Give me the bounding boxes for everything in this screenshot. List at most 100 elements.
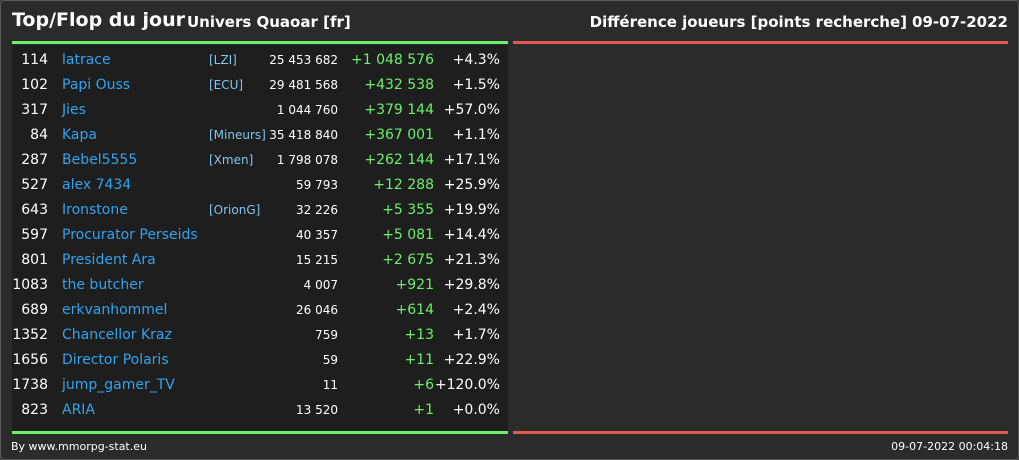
player-points: 15 215 (296, 253, 338, 267)
points-difference: +12 288 (373, 177, 434, 193)
points-difference: +6 (413, 377, 434, 393)
player-name-link[interactable]: Papi Ouss (62, 77, 131, 93)
player-rank: 597 (21, 227, 48, 243)
points-difference: +379 144 (364, 102, 434, 118)
percent-change: +1.1% (452, 127, 500, 143)
player-name-link[interactable]: latrace (62, 52, 111, 68)
percent-change: +2.4% (452, 302, 500, 318)
points-difference: +5 355 (382, 202, 434, 218)
percent-change: +17.1% (443, 152, 500, 168)
player-name-link[interactable]: President Ara (62, 252, 156, 268)
player-name-link[interactable]: Chancellor Kraz (62, 327, 172, 343)
points-difference: +5 081 (382, 227, 434, 243)
percent-change: +1.7% (452, 327, 500, 343)
player-name-link[interactable]: erkvanhommel (62, 302, 168, 318)
player-rank: 1656 (12, 352, 48, 368)
points-difference: +11 (404, 352, 434, 368)
metric-label: Différence joueurs [points recherche] (589, 13, 907, 31)
player-row: 823 ARIA 13 520 +1 +0.0% (12, 398, 508, 423)
points-difference: +1 (413, 402, 434, 418)
player-name-link[interactable]: Kapa (62, 127, 97, 143)
credit-link[interactable]: By www.mmorpg-stat.eu (11, 440, 147, 453)
points-difference: +262 144 (364, 152, 434, 168)
player-row: 287 Bebel5555 [Xmen] 1 798 078 +262 144 +17.1… (12, 148, 508, 173)
player-rank: 689 (21, 302, 48, 318)
flop-divider-line (513, 41, 1008, 44)
flop-bottom-line (513, 431, 1008, 434)
points-difference: +2 675 (382, 252, 434, 268)
percent-change: +21.3% (443, 252, 500, 268)
player-rank: 823 (21, 402, 48, 418)
top-bottom-line (12, 431, 508, 434)
player-row: 84 Kapa [Mineurs] 35 418 840 +367 001 +1.1% (12, 123, 508, 148)
player-row: 801 President Ara 15 215 +2 675 +21.3% (12, 248, 508, 273)
alliance-tag-link[interactable]: [ECU] (209, 78, 244, 92)
player-row: 1083 the butcher 4 007 +921 +29.8% (12, 273, 508, 298)
percent-change: +14.4% (443, 227, 500, 243)
player-points: 59 (322, 353, 338, 367)
player-name-link[interactable]: the butcher (62, 277, 144, 293)
player-points: 32 226 (296, 203, 338, 217)
player-rank: 643 (21, 202, 48, 218)
universe-label: Univers Quaoar [fr] (187, 13, 351, 31)
player-name-link[interactable]: alex 7434 (62, 177, 132, 193)
player-points: 1 044 760 (276, 103, 338, 117)
player-points: 13 520 (296, 403, 338, 417)
footer-timestamp: 09-07-2022 00:04:18 (891, 440, 1008, 453)
player-points: 11 (322, 378, 338, 392)
points-difference: +367 001 (364, 127, 434, 143)
player-name-link[interactable]: jump_gamer_TV (62, 377, 175, 393)
player-row: 317 Jies 1 044 760 +379 144 +57.0% (12, 98, 508, 123)
top-divider-line (12, 41, 508, 44)
percent-change: +19.9% (443, 202, 500, 218)
player-name-link[interactable]: Director Polaris (62, 352, 169, 368)
player-points: 25 453 682 (269, 53, 338, 67)
alliance-tag-link[interactable]: [LZI] (209, 53, 237, 67)
player-name-link[interactable]: ARIA (62, 402, 96, 418)
widget-title: Top/Flop du jour (12, 9, 185, 31)
player-row: 1352 Chancellor Kraz 759 +13 +1.7% (12, 323, 508, 348)
points-difference: +13 (404, 327, 434, 343)
alliance-tag-link[interactable]: [Mineurs] (209, 128, 266, 142)
player-name-link[interactable]: Ironstone (62, 202, 128, 218)
percent-change: +25.9% (443, 177, 500, 193)
player-points: 4 007 (303, 278, 338, 292)
player-rank: 84 (30, 127, 48, 143)
percent-change: +1.5% (452, 77, 500, 93)
player-row: 102 Papi Ouss [ECU] 29 481 568 +432 538 +1.5% (12, 73, 508, 98)
player-name-link[interactable]: Jies (62, 102, 86, 118)
player-row: 643 Ironstone [OrionG] 32 226 +5 355 +19.9% (12, 198, 508, 223)
player-rank: 1352 (12, 327, 48, 343)
percent-change: +120.0% (434, 377, 500, 393)
player-row: 689 erkvanhommel 26 046 +614 +2.4% (12, 298, 508, 323)
player-points: 59 793 (296, 178, 338, 192)
percent-change: +29.8% (443, 277, 500, 293)
player-rank: 801 (21, 252, 48, 268)
player-rank: 114 (21, 52, 48, 68)
player-rank: 1738 (12, 377, 48, 393)
player-name-link[interactable]: Bebel5555 (62, 152, 138, 168)
percent-change: +57.0% (443, 102, 500, 118)
player-row: 1738 jump_gamer_TV 11 +6 +120.0% (12, 373, 508, 398)
player-rank: 102 (21, 77, 48, 93)
player-points: 26 046 (296, 303, 338, 317)
alliance-tag-link[interactable]: [OrionG] (209, 203, 261, 217)
points-difference: +614 (395, 302, 434, 318)
points-difference: +1 048 576 (351, 52, 434, 68)
percent-change: +22.9% (443, 352, 500, 368)
player-rank: 527 (21, 177, 48, 193)
points-difference: +432 538 (364, 77, 434, 93)
header: Top/Flop du jour Univers Quaoar [fr] Dif… (1, 1, 1018, 41)
player-rank: 317 (21, 102, 48, 118)
player-points: 35 418 840 (269, 128, 338, 142)
player-points: 759 (315, 328, 338, 342)
alliance-tag-link[interactable]: [Xmen] (209, 153, 254, 167)
percent-change: +0.0% (452, 402, 500, 418)
percent-change: +4.3% (452, 52, 500, 68)
player-row: 527 alex 7434 59 793 +12 288 +25.9% (12, 173, 508, 198)
player-row: 114 latrace [LZI] 25 453 682 +1 048 576 +4.3% (12, 48, 508, 73)
player-row: 1656 Director Polaris 59 +11 +22.9% (12, 348, 508, 373)
player-name-link[interactable]: Procurator Perseids (62, 227, 198, 243)
top-players-panel: 114 latrace [LZI] 25 453 682 +1 048 576 +4.3%… (12, 45, 508, 431)
